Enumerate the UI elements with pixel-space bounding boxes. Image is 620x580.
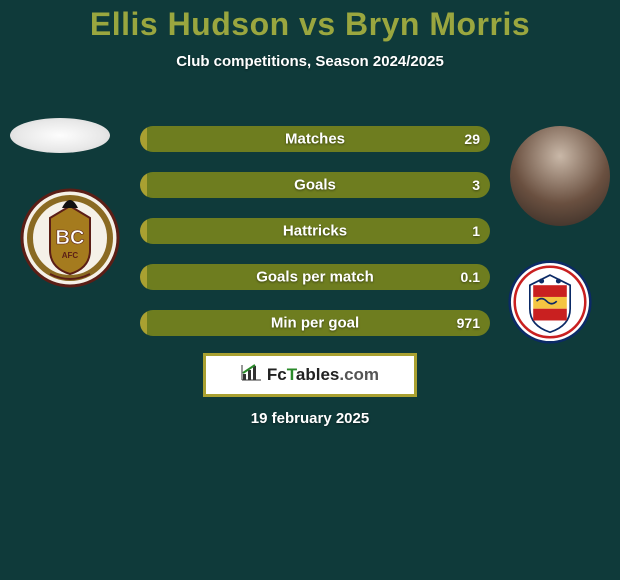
svg-text:BC: BC	[56, 227, 85, 249]
brand-box: FcTables.com	[203, 353, 417, 397]
stat-label: Goals	[294, 177, 336, 194]
stat-bar-p1	[140, 126, 147, 152]
date-label: 19 february 2025	[0, 410, 620, 427]
page-subtitle: Club competitions, Season 2024/2025	[0, 53, 620, 70]
stat-value-p2: 0.1	[461, 269, 480, 285]
stat-row: Min per goal 971	[140, 310, 490, 336]
stat-row: Matches 29	[140, 126, 490, 152]
stat-value-p2: 3	[472, 177, 480, 193]
stat-row: Goals 3	[140, 172, 490, 198]
stat-label: Hattricks	[283, 223, 347, 240]
stats-bars: Matches 29 Goals 3 Hattricks 1 Goals per match…	[140, 126, 490, 356]
brand-text: FcTables.com	[267, 365, 379, 385]
player2-club-badge	[500, 252, 600, 352]
chart-icon	[241, 364, 263, 387]
page-title: Ellis Hudson vs Bryn Morris	[0, 0, 620, 43]
stat-value-p2: 1	[472, 223, 480, 239]
stat-row: Goals per match 0.1	[140, 264, 490, 290]
stat-bar-p1	[140, 218, 147, 244]
stat-bar-p1	[140, 264, 147, 290]
stat-label: Min per goal	[271, 315, 359, 332]
player2-avatar	[510, 126, 610, 226]
stat-bar-p1	[140, 310, 147, 336]
comparison-card: Ellis Hudson vs Bryn Morris Club competi…	[0, 0, 620, 580]
stat-label: Matches	[285, 131, 345, 148]
stat-row: Hattricks 1	[140, 218, 490, 244]
player1-club-badge: BC AFC	[20, 188, 120, 288]
stat-value-p2: 29	[464, 131, 480, 147]
player1-avatar	[10, 118, 110, 153]
stat-value-p2: 971	[457, 315, 480, 331]
stat-label: Goals per match	[256, 269, 374, 286]
svg-text:AFC: AFC	[62, 251, 79, 260]
stat-bar-p1	[140, 172, 147, 198]
